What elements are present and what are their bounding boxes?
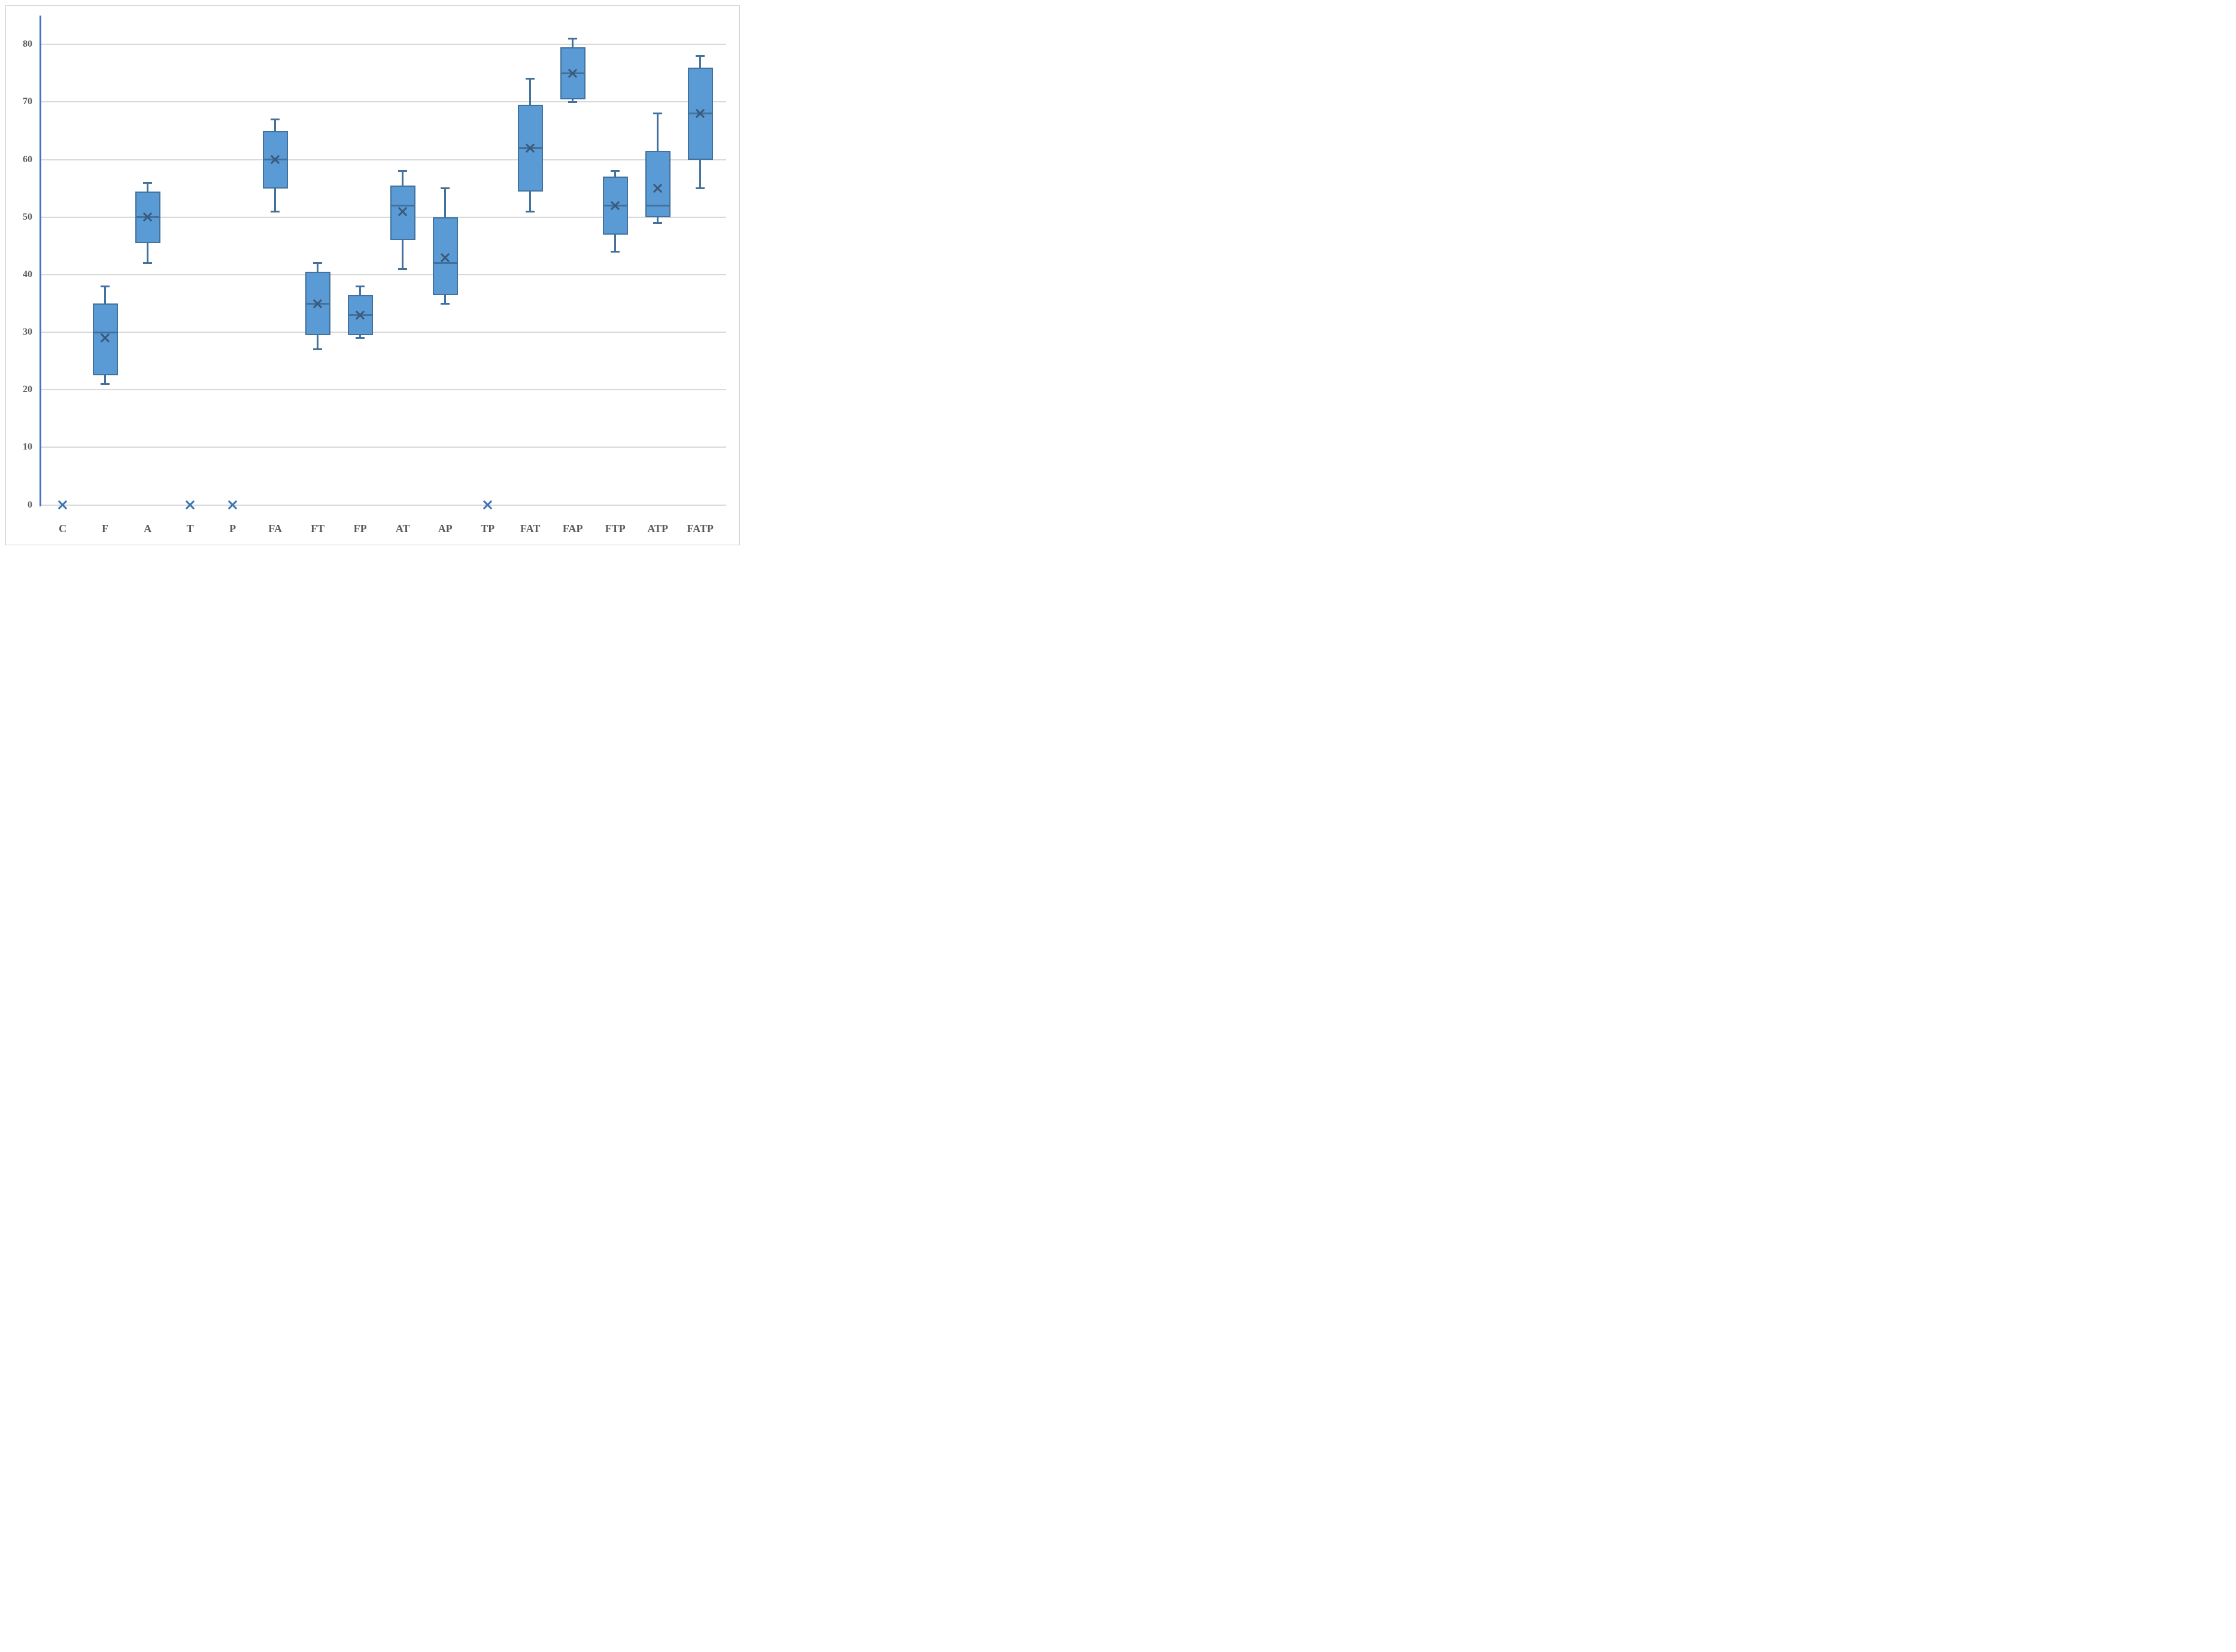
category-label: FA	[268, 523, 282, 535]
category-label: T	[186, 523, 194, 535]
mean-marker	[312, 298, 323, 309]
gridline	[40, 216, 727, 218]
whisker-cap	[101, 285, 110, 287]
mean-marker	[609, 200, 621, 211]
mean-marker	[142, 211, 153, 223]
mean-marker	[269, 154, 281, 165]
mean-marker	[567, 68, 578, 79]
whisker-cap	[101, 383, 110, 385]
category-label: C	[59, 523, 67, 535]
whisker-cap	[356, 285, 365, 287]
gridline	[40, 101, 727, 103]
gridline	[40, 44, 727, 45]
y-tick-label: 80	[23, 39, 32, 50]
whisker-cap	[696, 55, 705, 57]
mean-marker	[694, 108, 706, 119]
category-label: FAT	[520, 523, 541, 535]
whisker-cap	[398, 170, 408, 172]
mean-marker	[57, 499, 68, 511]
box	[432, 217, 458, 295]
category-label: F	[102, 523, 109, 535]
y-axis-line	[39, 16, 41, 506]
median-line	[645, 205, 671, 207]
category-label: ATP	[647, 523, 669, 535]
category-label: AP	[438, 523, 453, 535]
category-label: A	[144, 523, 152, 535]
category-label: AT	[395, 523, 410, 535]
mean-marker	[354, 309, 366, 321]
mean-marker	[184, 499, 196, 511]
category-label: FTP	[605, 523, 626, 535]
gridline	[40, 159, 727, 160]
y-tick-label: 40	[23, 269, 32, 280]
mean-marker	[227, 499, 238, 511]
mean-marker	[397, 206, 408, 217]
whisker-cap	[568, 38, 578, 40]
gridline	[40, 389, 727, 391]
whisker-cap	[356, 337, 365, 339]
whisker-cap	[696, 187, 705, 190]
median-line	[432, 262, 458, 265]
whisker-cap	[611, 251, 620, 253]
whisker-cap	[313, 262, 323, 265]
category-label: FP	[353, 523, 367, 535]
whisker-cap	[143, 262, 153, 265]
mean-marker	[652, 183, 663, 194]
whisker-cap	[611, 170, 620, 172]
y-tick-label: 10	[23, 442, 32, 453]
whisker-cap	[313, 348, 323, 351]
y-tick-label: 70	[23, 96, 32, 107]
whisker-cap	[398, 268, 408, 270]
x-axis-line	[40, 504, 727, 506]
mean-marker	[482, 499, 493, 511]
category-label: FATP	[687, 523, 714, 535]
whisker-cap	[653, 221, 663, 224]
gridline	[40, 274, 727, 275]
whisker-cap	[143, 181, 153, 184]
whisker-cap	[526, 210, 535, 212]
y-tick-label: 50	[23, 211, 32, 222]
whisker-cap	[568, 101, 578, 103]
category-label: P	[229, 523, 236, 535]
mean-marker	[439, 252, 451, 263]
gridline	[40, 332, 727, 333]
box	[390, 185, 415, 241]
whisker-cap	[526, 78, 535, 80]
figure-border	[5, 5, 740, 545]
category-label: FT	[311, 523, 325, 535]
whisker-cap	[653, 113, 663, 115]
y-tick-label: 60	[23, 154, 32, 165]
y-tick-label: 30	[23, 327, 32, 338]
mean-marker	[99, 332, 111, 344]
whisker-cap	[441, 302, 450, 305]
y-tick-label: 0	[28, 499, 32, 510]
whisker-cap	[271, 118, 280, 120]
box-plot-chart: 0 10 20 30 40 50 60 70 80 C F A T P FA FT FP AT AP TP FAT FAP…	[0, 0, 745, 551]
y-tick-label: 20	[23, 384, 32, 395]
median-line	[92, 331, 118, 333]
gridline	[40, 447, 727, 448]
category-label: FAP	[562, 523, 583, 535]
whisker-cap	[271, 210, 280, 212]
category-label: TP	[481, 523, 495, 535]
median-line	[390, 205, 415, 207]
whisker-cap	[441, 187, 450, 190]
mean-marker	[524, 142, 536, 154]
